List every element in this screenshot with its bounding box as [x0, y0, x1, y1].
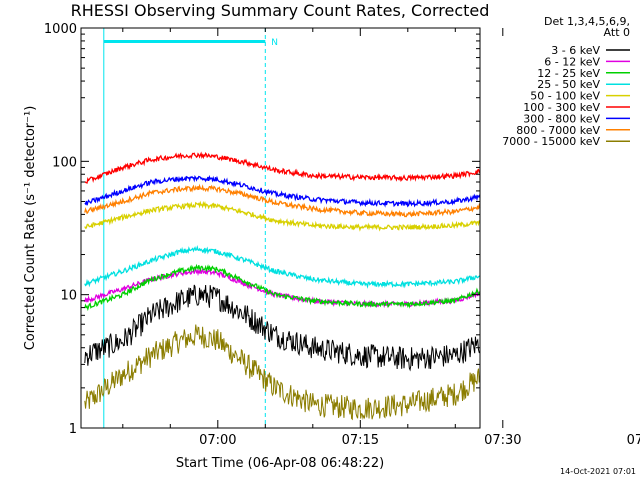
- legend-label: 100 - 300 keV: [523, 101, 600, 114]
- x-tick-label: 07:30: [484, 433, 521, 448]
- series-line: [84, 284, 480, 372]
- legend-label: 7000 - 15000 keV: [502, 135, 600, 148]
- legend-label: 50 - 100 keV: [530, 90, 600, 103]
- night-interval-bar: [103, 40, 266, 43]
- series-line: [84, 324, 481, 421]
- x-tick-label: 07:45: [627, 433, 640, 448]
- series-line: [84, 244, 481, 289]
- night-intervals: [103, 40, 266, 43]
- timestamp: 14-Oct-2021 07:01: [560, 467, 636, 476]
- y-tick-label: 100: [52, 155, 77, 170]
- series-line: [84, 183, 481, 218]
- x-axis-label: Start Time (06-Apr-08 06:48:22): [176, 456, 384, 471]
- x-tick-label: 07:00: [199, 433, 236, 448]
- series-line: [84, 200, 481, 232]
- series-line: [84, 174, 481, 208]
- legend-header: Det 1,3,4,5,6,9,: [544, 15, 630, 28]
- annotation-label: N: [271, 38, 278, 48]
- legend-label: 3 - 6 keV: [551, 44, 600, 57]
- y-tick-label: 1: [69, 422, 77, 437]
- x-tick-label: 07:15: [342, 433, 379, 448]
- y-tick-label: 1000: [44, 22, 77, 37]
- series-line: [84, 263, 481, 312]
- y-axis: 1 10 100 1000: [44, 22, 480, 437]
- chart-title: RHESSI Observing Summary Count Rates, Co…: [71, 1, 490, 20]
- vertical-markers: [103, 28, 266, 428]
- legend-label: 12 - 25 keV: [537, 67, 600, 80]
- legend-header: Att 0: [604, 26, 630, 39]
- legend-label: 300 - 800 keV: [523, 112, 600, 125]
- legend-label: 800 - 7000 keV: [516, 124, 600, 137]
- annotation-layer: N: [271, 38, 278, 48]
- legend-label: 6 - 12 keV: [544, 55, 600, 68]
- series-line: [84, 151, 481, 184]
- plot-frame: [80, 27, 481, 429]
- series-layer: [84, 151, 481, 421]
- y-axis-label: Corrected Count Rate (s⁻¹ detector⁻¹): [23, 106, 38, 351]
- legend-label: 25 - 50 keV: [537, 78, 600, 91]
- y-tick-label: 10: [60, 289, 77, 304]
